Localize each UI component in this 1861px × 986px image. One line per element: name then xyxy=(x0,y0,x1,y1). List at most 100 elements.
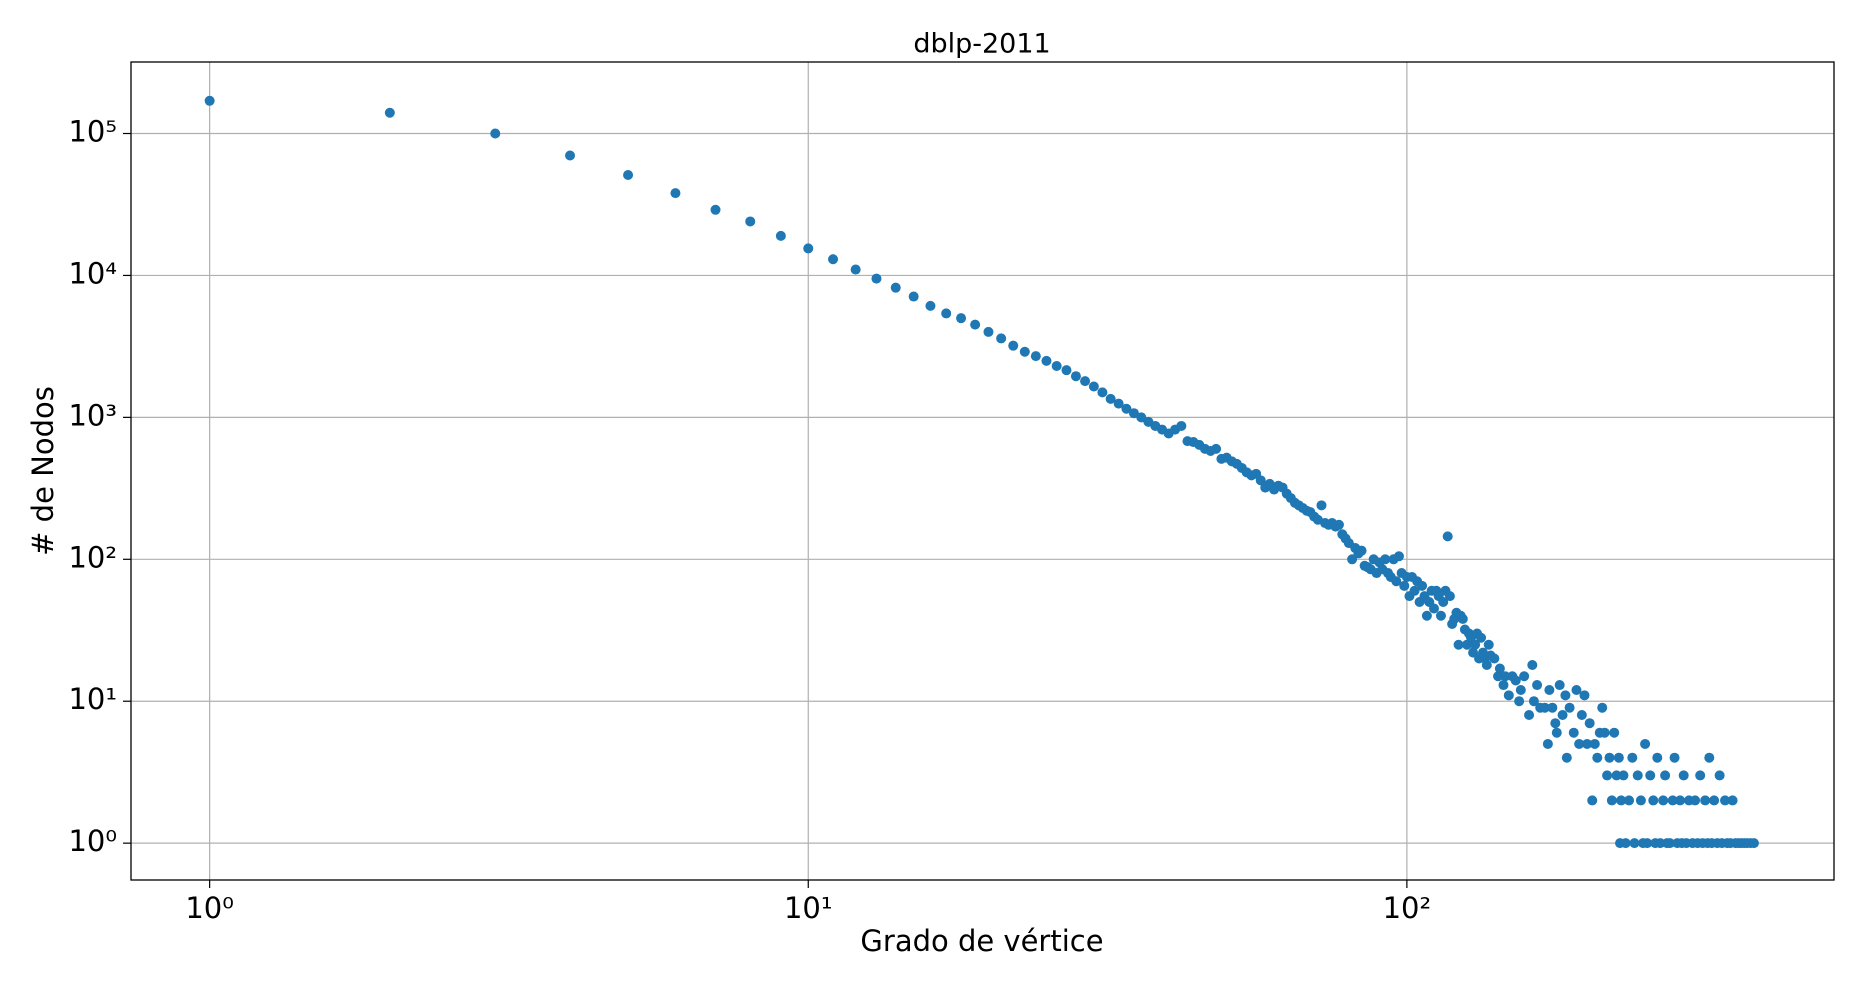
chart-title: dblp-2011 xyxy=(913,29,1050,60)
point xyxy=(1660,770,1671,781)
point xyxy=(670,188,681,199)
point xyxy=(1444,591,1455,602)
point xyxy=(1642,838,1653,849)
point xyxy=(1417,580,1428,591)
point xyxy=(941,308,952,319)
point xyxy=(1528,696,1539,707)
point xyxy=(1658,795,1669,806)
point xyxy=(1629,838,1640,849)
point xyxy=(1136,412,1147,423)
point xyxy=(1500,671,1511,682)
point xyxy=(1105,393,1116,404)
x-tick-label: 10¹ xyxy=(784,891,833,925)
point xyxy=(1589,738,1600,749)
point xyxy=(1542,738,1553,749)
point xyxy=(1606,795,1617,806)
point xyxy=(1635,795,1646,806)
point xyxy=(1051,361,1062,372)
point xyxy=(1624,795,1635,806)
point xyxy=(1255,475,1266,486)
point xyxy=(1582,738,1593,749)
point xyxy=(1611,770,1622,781)
point xyxy=(1510,675,1521,686)
point xyxy=(1561,752,1572,763)
point xyxy=(1620,838,1631,849)
point xyxy=(490,128,501,139)
point xyxy=(1574,738,1585,749)
point xyxy=(1316,500,1327,511)
point xyxy=(1393,551,1404,562)
point xyxy=(1616,795,1627,806)
point xyxy=(996,333,1007,344)
point xyxy=(1678,770,1689,781)
point xyxy=(623,170,634,181)
point xyxy=(1409,585,1420,596)
point xyxy=(1391,576,1402,587)
point xyxy=(1097,387,1108,398)
point xyxy=(1176,420,1187,431)
point xyxy=(1714,770,1725,781)
point xyxy=(1429,603,1440,614)
point xyxy=(1380,554,1391,565)
point xyxy=(803,243,814,254)
x-axis-label: Grado de vértice xyxy=(860,924,1103,958)
point xyxy=(1720,795,1731,806)
point xyxy=(1579,690,1590,701)
point xyxy=(1584,718,1595,729)
point xyxy=(1113,398,1124,409)
point xyxy=(1399,580,1410,591)
point xyxy=(1532,680,1543,691)
point xyxy=(1632,770,1643,781)
point xyxy=(1347,554,1358,565)
y-axis-label: # de Nodos xyxy=(26,386,60,556)
point xyxy=(1571,684,1582,695)
point xyxy=(745,216,756,227)
point xyxy=(1498,680,1509,691)
x-tick-label: 10² xyxy=(1383,891,1432,925)
point xyxy=(1613,752,1624,763)
point xyxy=(1564,702,1575,713)
point xyxy=(1539,702,1550,713)
point xyxy=(1640,738,1651,749)
point xyxy=(1609,727,1620,738)
point xyxy=(1544,684,1555,695)
point xyxy=(1070,371,1081,382)
point xyxy=(710,204,721,215)
point xyxy=(1602,770,1613,781)
point xyxy=(1476,632,1487,643)
point xyxy=(1356,545,1367,556)
point xyxy=(1514,696,1525,707)
point xyxy=(1470,639,1481,650)
y-tick-label: 10⁵ xyxy=(68,115,117,149)
point xyxy=(1080,376,1091,387)
point xyxy=(1421,610,1432,621)
point xyxy=(1592,752,1603,763)
point xyxy=(1515,684,1526,695)
point xyxy=(1675,795,1686,806)
point xyxy=(983,326,994,337)
point xyxy=(925,300,936,311)
point xyxy=(1041,355,1052,366)
point xyxy=(1061,365,1072,376)
point xyxy=(1587,795,1598,806)
point xyxy=(1597,702,1608,713)
point xyxy=(1627,752,1638,763)
point xyxy=(1709,795,1720,806)
y-tick-label: 10⁰ xyxy=(68,824,117,858)
point xyxy=(1211,443,1222,454)
point xyxy=(1695,770,1706,781)
point xyxy=(1483,639,1494,650)
point xyxy=(1618,770,1629,781)
point xyxy=(1748,838,1759,849)
point xyxy=(1669,752,1680,763)
point xyxy=(1489,653,1500,664)
y-tick-label: 10¹ xyxy=(68,682,117,716)
point xyxy=(1645,770,1656,781)
point xyxy=(1435,610,1446,621)
point xyxy=(1019,346,1030,357)
point xyxy=(1704,752,1715,763)
point xyxy=(1648,795,1659,806)
point xyxy=(1453,639,1464,650)
point xyxy=(908,291,919,302)
